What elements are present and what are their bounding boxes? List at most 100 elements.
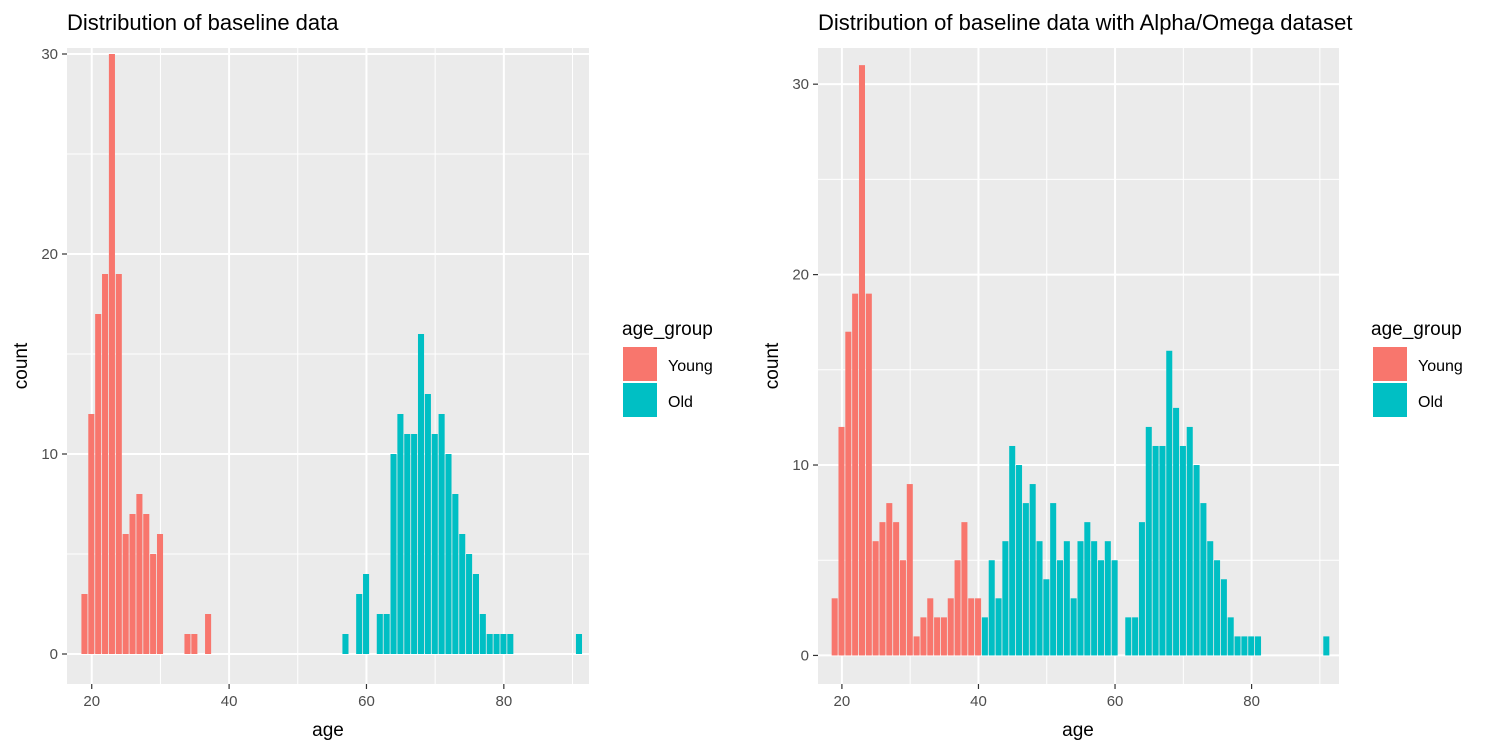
- x-tick-label-right: 60: [1107, 693, 1124, 710]
- y-tick-label-left: 30: [41, 46, 58, 63]
- x-axis-ticks-right: 20 40 60 80: [834, 684, 1260, 710]
- y-tick-label-left: 20: [41, 246, 58, 263]
- bar-young-age-35: [940, 617, 947, 656]
- bar-old-age-81: [1255, 636, 1262, 656]
- x-axis-title-right: age: [1062, 720, 1094, 741]
- bar-old-age-64: [390, 454, 397, 654]
- bar-old-age-80: [1248, 636, 1255, 656]
- bar-young-age-19: [81, 594, 88, 654]
- bar-old-age-71: [438, 414, 445, 654]
- bar-old-age-77: [479, 614, 486, 654]
- y-axis-title-left: count: [11, 342, 32, 389]
- bar-old-age-68: [417, 334, 425, 654]
- bars-right: [831, 65, 1330, 656]
- y-axis-title-right: count: [762, 342, 783, 389]
- bar-old-age-60: [1111, 560, 1118, 656]
- x-axis-ticks-left: 20 40 60 80: [83, 684, 512, 710]
- legend-label-old-left: Old: [668, 394, 693, 411]
- bar-old-age-53: [1063, 541, 1070, 656]
- bar-old-age-76: [1220, 579, 1227, 656]
- bar-young-age-40: [975, 598, 982, 656]
- x-tick-label-left: 20: [83, 693, 100, 710]
- legend-swatch-old-right: [1373, 383, 1407, 417]
- bar-old-age-69: [424, 394, 431, 654]
- bar-young-age-37: [954, 560, 961, 656]
- bar-young-age-34: [934, 617, 941, 656]
- legend-right: age_group Young Old: [1371, 319, 1463, 417]
- bar-old-age-69: [1173, 407, 1180, 656]
- bar-young-age-34: [184, 634, 191, 654]
- bar-old-age-76: [472, 574, 479, 654]
- bar-young-age-20: [88, 414, 95, 654]
- bar-young-age-24: [865, 293, 872, 656]
- bar-old-age-75: [1214, 560, 1221, 656]
- bar-young-age-23: [858, 65, 865, 656]
- bar-old-age-80: [500, 634, 507, 654]
- bar-old-age-72: [445, 454, 452, 654]
- bar-young-age-24: [115, 274, 122, 654]
- bar-young-age-30: [156, 534, 164, 654]
- bar-old-age-48: [1029, 484, 1036, 656]
- x-tick-label-left: 80: [495, 693, 512, 710]
- legend-swatch-old-left: [623, 383, 657, 417]
- bar-young-age-35: [191, 634, 198, 654]
- bar-young-age-21: [845, 331, 852, 656]
- bar-old-age-57: [342, 634, 349, 654]
- bar-old-age-70: [1179, 445, 1186, 656]
- bar-old-age-42: [988, 560, 995, 656]
- bar-old-age-52: [1056, 560, 1064, 656]
- chart-left: Distribution of baseline data 20 40 60 80 0…: [11, 10, 713, 741]
- y-tick-label-right: 30: [792, 76, 809, 93]
- x-tick-label-right: 20: [834, 693, 851, 710]
- bar-old-age-70: [431, 434, 438, 654]
- chart-right: Distribution of baseline data with Alpha…: [762, 10, 1463, 741]
- bar-old-age-49: [1036, 541, 1043, 656]
- bar-young-age-26: [129, 514, 136, 654]
- bar-old-age-67: [411, 434, 418, 654]
- bar-young-age-27: [886, 503, 893, 656]
- legend-label-young-left: Young: [668, 358, 713, 375]
- bar-old-age-91: [1323, 636, 1330, 656]
- bar-old-age-62: [376, 614, 383, 654]
- bar-young-age-25: [872, 541, 879, 656]
- bar-young-age-30: [906, 484, 913, 656]
- bar-old-age-79: [493, 634, 500, 654]
- chart-title-left: Distribution of baseline data: [67, 10, 339, 35]
- bar-young-age-28: [143, 514, 150, 654]
- bar-young-age-37: [205, 614, 212, 654]
- bar-old-age-74: [1207, 541, 1214, 656]
- bar-young-age-26: [879, 522, 886, 656]
- bar-old-age-66: [1152, 445, 1159, 656]
- bar-young-age-38: [961, 522, 968, 656]
- y-tick-label-right: 10: [792, 457, 809, 474]
- bar-young-age-29: [150, 554, 157, 654]
- x-tick-label-left: 60: [358, 693, 375, 710]
- bar-old-age-64: [1138, 522, 1145, 656]
- bar-old-age-71: [1186, 426, 1193, 656]
- bar-old-age-56: [1084, 522, 1091, 656]
- bar-old-age-51: [1050, 503, 1057, 656]
- legend-swatch-young-left: [623, 347, 657, 381]
- bar-old-age-65: [397, 414, 404, 654]
- bar-old-age-77: [1227, 617, 1234, 656]
- x-tick-label-right: 80: [1243, 693, 1260, 710]
- chart-title-right: Distribution of baseline data with Alpha…: [818, 10, 1352, 35]
- bar-old-age-75: [466, 554, 473, 654]
- bar-old-age-63: [383, 614, 390, 654]
- bar-old-age-57: [1091, 541, 1098, 656]
- bar-old-age-73: [452, 494, 459, 654]
- bar-old-age-68: [1166, 350, 1173, 656]
- bar-young-age-23: [108, 54, 115, 654]
- bar-old-age-79: [1241, 636, 1248, 656]
- bar-old-age-72: [1193, 465, 1200, 656]
- bar-old-age-55: [1077, 541, 1084, 656]
- bar-old-age-78: [1234, 636, 1241, 656]
- bar-old-age-45: [1009, 445, 1016, 656]
- legend-title-right: age_group: [1371, 319, 1462, 340]
- bar-young-age-31: [913, 636, 920, 656]
- bar-young-age-21: [95, 314, 102, 654]
- legend-left: age_group Young Old: [622, 319, 713, 417]
- bar-old-age-47: [1022, 503, 1029, 656]
- y-tick-label-left: 10: [41, 446, 58, 463]
